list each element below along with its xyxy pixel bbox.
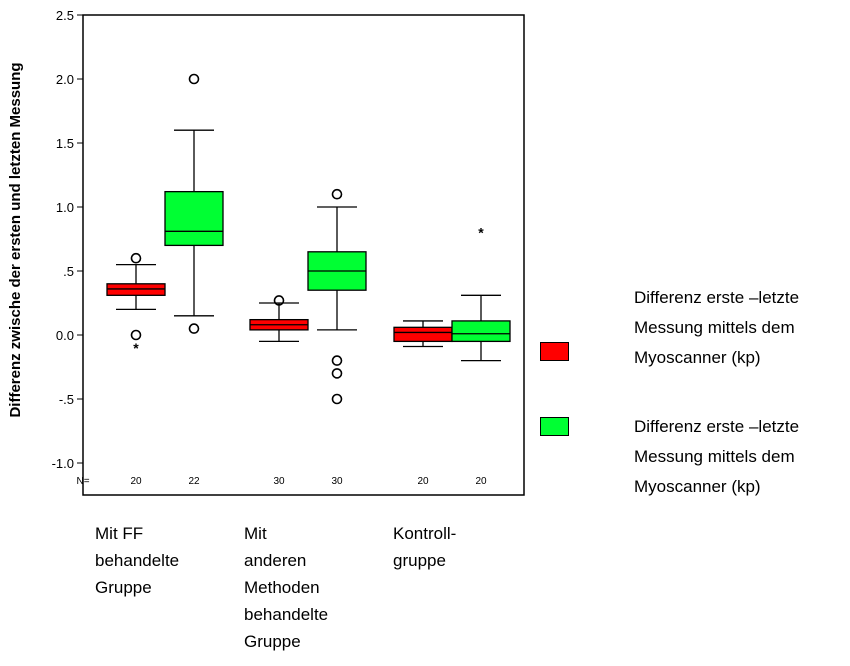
box-iqr bbox=[393, 326, 453, 343]
box-0-1 bbox=[249, 295, 309, 343]
group-label-line: anderen bbox=[244, 551, 307, 570]
n-value: 20 bbox=[417, 476, 429, 487]
y-axis: 2.5 2.0 1.5 1.0 .5 0.0 -.5 -1.0 bbox=[52, 8, 83, 471]
legend-swatch-red bbox=[540, 342, 569, 361]
outlier-point bbox=[331, 188, 343, 200]
y-tick-label: .5 bbox=[63, 264, 74, 279]
group-label-line: behandelte bbox=[95, 551, 180, 570]
box-0-0: * bbox=[106, 252, 166, 356]
box-1-2: * bbox=[451, 225, 511, 362]
group-label-line: Gruppe bbox=[244, 632, 301, 651]
outlier-point bbox=[188, 323, 200, 334]
group-label-line: Mit FF bbox=[95, 524, 144, 543]
y-tick-label: -1.0 bbox=[52, 456, 74, 471]
boxes: ** bbox=[106, 73, 511, 405]
legend-line: Messung mittels dem bbox=[634, 447, 795, 466]
y-tick-label: 2.5 bbox=[56, 8, 74, 23]
y-tick-label: 1.0 bbox=[56, 200, 74, 215]
legend-line: Differenz erste –letzte bbox=[634, 288, 800, 307]
legend-line: Myoscanner (kp) bbox=[634, 477, 761, 496]
outlier-point bbox=[331, 355, 343, 366]
outlier-point bbox=[331, 393, 343, 405]
y-axis-label: Differenz zwische der ersten und letzten… bbox=[7, 62, 24, 417]
n-value: 22 bbox=[188, 476, 200, 487]
n-value: 20 bbox=[130, 476, 142, 487]
y-tick-label: 1.5 bbox=[56, 136, 74, 151]
outlier-point bbox=[130, 252, 142, 264]
group-label-line: gruppe bbox=[393, 551, 446, 570]
legend-swatch-green bbox=[540, 417, 569, 436]
extreme-point: * bbox=[478, 225, 484, 241]
outlier-point bbox=[331, 368, 343, 379]
box-iqr bbox=[164, 190, 224, 247]
y-tick-label: 0.0 bbox=[56, 328, 74, 343]
group-label-line: Methoden bbox=[244, 578, 320, 597]
n-value: 30 bbox=[331, 476, 343, 487]
box-0-2 bbox=[393, 320, 453, 348]
group-label-line: behandelte bbox=[244, 605, 329, 624]
group-label-ff: Mit FF behandelte Gruppe bbox=[95, 520, 179, 601]
n-label: N= bbox=[76, 476, 89, 487]
y-tick-label: -.5 bbox=[59, 392, 74, 407]
n-row: N= 20 30 20 22 30 20 bbox=[76, 476, 487, 487]
n-value: 20 bbox=[475, 476, 487, 487]
legend-line: Myoscanner (kp) bbox=[634, 348, 761, 367]
extreme-point: * bbox=[133, 340, 139, 356]
group-label-line: Mit bbox=[244, 524, 267, 543]
plot-frame bbox=[82, 14, 525, 496]
y-tick-label: 2.0 bbox=[56, 72, 74, 87]
legend-line: Messung mittels dem bbox=[634, 318, 795, 337]
group-label-line: Gruppe bbox=[95, 578, 152, 597]
box-1-0 bbox=[164, 73, 224, 334]
box-iqr bbox=[451, 320, 511, 343]
outlier-point bbox=[273, 295, 285, 306]
group-label-andere-methoden: Mit anderen Methoden behandelte Gruppe bbox=[244, 520, 328, 655]
legend-entry-red: Differenz erste –letzte Messung mittels d… bbox=[634, 283, 799, 373]
outlier-point bbox=[188, 73, 200, 85]
group-label-kontrollgruppe: Kontroll-gruppe bbox=[393, 520, 456, 574]
outlier-point bbox=[130, 329, 142, 341]
box-1-1 bbox=[307, 188, 367, 405]
group-label-line: Kontroll- bbox=[393, 524, 457, 543]
legend-entry-green: Differenz erste –letzte Messung mittels d… bbox=[634, 412, 799, 502]
n-value: 30 bbox=[273, 476, 285, 487]
legend-line: Differenz erste –letzte bbox=[634, 417, 800, 436]
